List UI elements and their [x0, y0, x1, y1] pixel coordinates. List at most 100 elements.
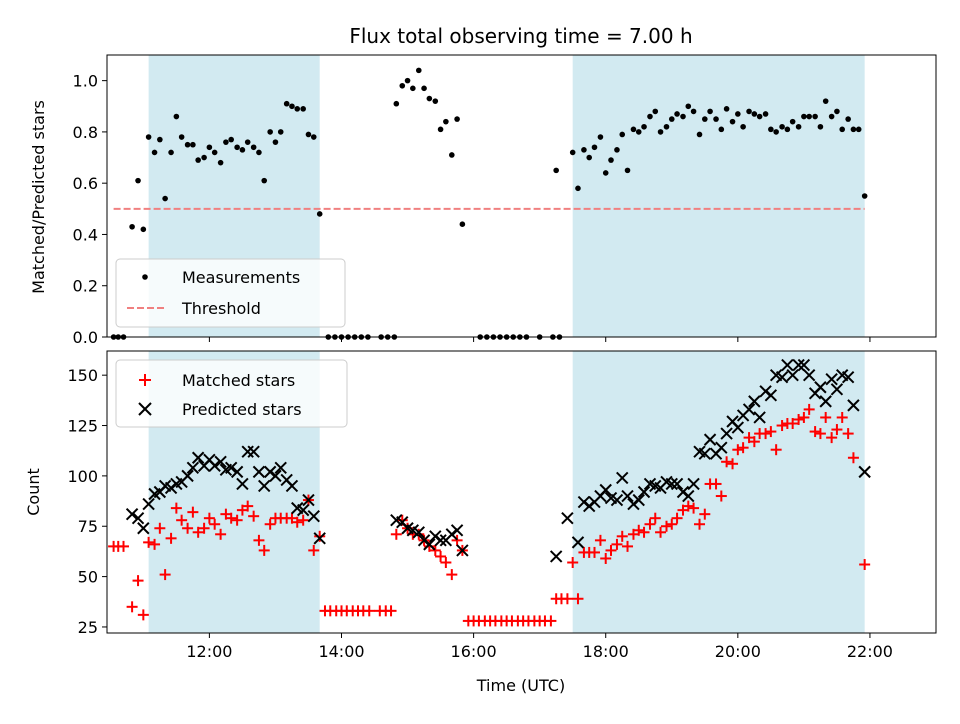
point-ratio-0-7	[151, 149, 158, 156]
point-count-0-25	[248, 510, 260, 522]
point-count-1-50	[571, 536, 585, 549]
point-count-1-88	[781, 358, 794, 372]
point-count-1-101	[858, 465, 871, 479]
point-ratio-0-86	[641, 123, 647, 130]
point-count-1-16	[214, 455, 227, 468]
point-ratio-0-51	[410, 85, 416, 92]
point-ratio-0-28	[267, 129, 273, 135]
point-count-0-131	[836, 411, 848, 423]
point-count-0-57	[429, 544, 441, 556]
point-ratio-0-119	[822, 98, 829, 104]
point-ratio-0-10	[168, 149, 174, 156]
point-ratio-0-14	[190, 141, 196, 148]
point-ratio-0-97	[702, 116, 708, 122]
point-ratio-0-102	[729, 118, 736, 125]
point-count-0-109	[715, 490, 727, 502]
point-ratio-0-123	[845, 116, 851, 122]
point-count-1-48	[549, 550, 563, 563]
point-count-1-22	[247, 445, 260, 458]
point-ratio-0-114	[795, 123, 802, 130]
x-tick-label-count-3: 18:00	[583, 642, 629, 661]
point-count-0-105	[694, 518, 706, 530]
point-ratio-0-36	[310, 134, 317, 140]
point-count-0-19	[215, 528, 227, 540]
point-ratio-0-13	[184, 141, 191, 148]
point-ratio-0-49	[399, 82, 406, 89]
point-count-0-115	[748, 436, 760, 448]
point-count-0-3	[126, 601, 138, 613]
point-ratio-0-19	[217, 159, 224, 166]
point-ratio-0-53	[421, 85, 427, 92]
legend-predicted-label: Predicted stars	[182, 400, 302, 419]
point-count-1-94	[814, 381, 827, 394]
point-ratio-0-104	[740, 123, 746, 130]
point-ratio-0-77	[591, 144, 598, 151]
point-ratio-0-109	[768, 126, 774, 133]
point-count-0-22	[231, 514, 243, 526]
point-ratio-0-88	[652, 108, 659, 115]
point-ratio-0-25	[250, 144, 257, 151]
point-count-0-86	[588, 546, 600, 558]
series-count-0	[108, 403, 871, 627]
y-tick-label-ratio-3: 0.6	[73, 174, 98, 193]
point-ratio-0-15	[195, 157, 201, 163]
point-count-1-83	[753, 411, 766, 424]
point-ratio-0-126	[861, 193, 868, 199]
point-count-1-26	[269, 469, 282, 483]
legend-top: Measurements Threshold	[115, 258, 346, 328]
point-count-0-100	[666, 518, 678, 530]
point-count-0-90	[611, 538, 623, 550]
point-ratio-0-124	[850, 126, 857, 133]
point-count-1-97	[830, 383, 844, 396]
point-count-1-47	[456, 544, 469, 557]
point-count-0-87	[594, 534, 606, 546]
point-count-0-8	[154, 522, 166, 534]
point-count-1-29	[285, 479, 299, 493]
point-count-1-20	[236, 477, 249, 491]
point-count-1-19	[230, 465, 244, 479]
point-ratio-0-78	[597, 134, 604, 140]
x-tick-label-count-2: 16:00	[451, 642, 497, 661]
point-count-0-119	[770, 444, 782, 456]
legend-measurements-marker	[142, 274, 148, 280]
point-count-0-2	[118, 540, 130, 552]
shaded-interval-count-1	[572, 351, 865, 633]
point-count-1-87	[775, 370, 789, 384]
point-count-0-99	[660, 520, 672, 532]
point-ratio-0-60	[459, 221, 466, 227]
point-ratio-0-121	[834, 108, 840, 115]
point-ratio-0-91	[668, 116, 675, 122]
legend-threshold-label: Threshold	[181, 299, 261, 318]
point-count-0-113	[737, 442, 749, 454]
point-count-0-60	[446, 569, 458, 581]
point-count-0-123	[793, 413, 805, 425]
point-count-1-15	[208, 459, 221, 473]
point-ratio-0-5	[140, 226, 147, 233]
y-tick-label-count-5: 150	[67, 366, 98, 385]
point-count-1-71	[687, 477, 700, 491]
point-count-1-67	[665, 477, 678, 491]
point-count-0-21	[225, 512, 237, 524]
point-count-1-57	[610, 493, 624, 507]
point-ratio-0-29	[272, 139, 279, 145]
point-count-0-111	[727, 458, 739, 470]
legend-matched-marker	[139, 374, 151, 386]
point-count-1-27	[274, 461, 287, 475]
point-count-1-24	[258, 479, 271, 493]
point-count-0-37	[314, 530, 326, 542]
point-ratio-0-113	[789, 118, 796, 125]
point-count-1-92	[802, 368, 816, 382]
point-ratio-0-3	[129, 223, 135, 230]
point-ratio-0-125	[855, 126, 862, 133]
point-count-0-54	[413, 528, 425, 540]
point-count-1-46	[450, 524, 464, 537]
point-count-0-91	[616, 530, 628, 542]
point-ratio-0-101	[723, 106, 730, 112]
point-count-0-97	[649, 512, 661, 524]
point-count-0-5	[137, 609, 149, 621]
point-count-1-39	[412, 526, 425, 539]
point-count-1-82	[748, 395, 761, 408]
point-count-0-96	[644, 518, 656, 530]
point-count-0-126	[809, 426, 821, 438]
point-count-0-10	[165, 532, 177, 544]
